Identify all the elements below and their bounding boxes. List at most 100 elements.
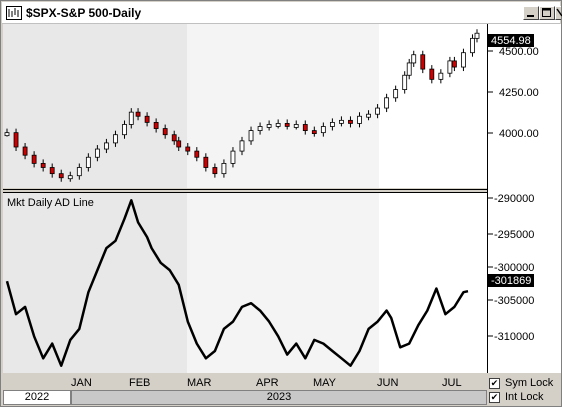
candle-body — [393, 89, 399, 99]
candle-body — [452, 60, 457, 68]
indicator-label: Mkt Daily AD Line — [7, 197, 94, 209]
month-label: APR — [256, 377, 279, 389]
candle-body — [470, 37, 475, 54]
upper-y-tick-label: 4500.00 — [499, 46, 539, 58]
candle-body — [239, 140, 245, 152]
candle-body — [366, 113, 371, 118]
candle-body — [438, 72, 444, 80]
close-button[interactable] — [555, 6, 562, 20]
candle-body — [429, 68, 435, 80]
candle-body — [40, 162, 46, 168]
candle-body — [76, 167, 82, 177]
candle-body — [4, 132, 10, 137]
title-bar: $SPX-S&P 500-Daily — [2, 2, 562, 24]
ad-line-path — [5, 199, 469, 367]
candle-body — [384, 97, 390, 109]
candle-body — [311, 130, 317, 135]
candle-body — [266, 124, 272, 128]
x-axis: JAN FEB MAR APR MAY JUN JUL — [71, 377, 462, 389]
maximize-button[interactable] — [539, 6, 555, 20]
candle-body — [339, 119, 344, 124]
upper-last-value-flag — [488, 34, 534, 47]
candle-body — [230, 150, 236, 164]
candle-body — [275, 123, 281, 127]
close-icon — [556, 8, 562, 17]
month-label: JUL — [442, 377, 462, 389]
int-lock-checkbox[interactable]: ✔ Int Lock — [489, 391, 559, 405]
year-label-2023: 2023 — [71, 390, 487, 405]
candle-body — [176, 140, 182, 148]
candle-body — [153, 122, 159, 129]
int-lock-label: Int Lock — [505, 391, 544, 403]
lower-y-tick-label: -300000 — [494, 262, 534, 274]
candle-body — [113, 134, 118, 144]
spx-candles — [4, 29, 480, 182]
window-title: $SPX-S&P 500-Daily — [26, 6, 142, 20]
lower-last-value-flag — [488, 274, 534, 287]
candle-body — [144, 115, 150, 123]
lower-y-tick-label: -305000 — [494, 295, 534, 307]
lower-last-value-label: -301869 — [491, 275, 531, 287]
sym-lock-checkbox[interactable]: ✔ Sym Lock — [489, 377, 559, 391]
month-label: MAR — [187, 377, 212, 389]
candle-body — [122, 124, 127, 136]
candle-body — [13, 132, 19, 148]
candle-body — [185, 146, 191, 152]
candle-body — [22, 146, 28, 156]
lower-y-axis: -290000 -295000 -300000 -305000 -310000 — [487, 193, 534, 343]
candle-body — [284, 123, 290, 127]
candle-body — [320, 126, 326, 134]
candle-body — [49, 167, 55, 175]
candle-body — [474, 32, 480, 39]
candle-body — [357, 115, 362, 124]
candle-body — [257, 126, 263, 131]
y-axis-gutter[interactable] — [488, 24, 561, 373]
candle-body — [329, 122, 335, 127]
candle-body — [58, 173, 64, 179]
candle-body — [135, 111, 141, 117]
upper-y-tick-label: 4000.00 — [499, 128, 539, 140]
candle-body — [248, 130, 254, 142]
candle-body — [85, 156, 91, 168]
upper-shade-q2 — [187, 24, 379, 188]
sym-lock-label: Sym Lock — [505, 377, 554, 389]
candle-body — [67, 175, 73, 180]
month-label: FEB — [129, 377, 150, 389]
minimize-icon — [527, 15, 534, 17]
minimize-button[interactable] — [523, 6, 539, 20]
month-label: JUN — [377, 377, 398, 389]
maximize-icon — [542, 8, 551, 17]
lower-shade-q1 — [3, 193, 187, 373]
candle-body — [203, 156, 209, 168]
upper-shade-q3 — [379, 24, 487, 188]
ad-line-series — [5, 199, 469, 367]
upper-y-tick-label: 4250.00 — [499, 87, 539, 99]
month-label: JAN — [71, 377, 92, 389]
candle-body — [461, 52, 466, 68]
month-label: MAY — [313, 377, 337, 389]
candle-body — [212, 167, 218, 175]
candle-body — [128, 111, 134, 125]
lower-y-tick-label: -310000 — [494, 331, 534, 343]
candle-body — [94, 148, 100, 158]
candle-body — [162, 128, 168, 136]
candle-body — [406, 62, 412, 76]
candle-body — [194, 150, 200, 158]
upper-last-value-label: 4554.98 — [491, 35, 531, 47]
candle-body — [447, 60, 453, 74]
candle-body — [402, 74, 408, 91]
upper-y-axis: 4500.00 4250.00 4000.00 — [487, 46, 539, 140]
upper-shade-q1 — [3, 24, 187, 188]
candle-body — [420, 54, 426, 70]
check-icon: ✔ — [489, 392, 500, 403]
candle-body — [104, 142, 109, 150]
candle-body — [293, 124, 299, 128]
year-label-2022: 2022 — [3, 390, 71, 405]
candle-body — [411, 54, 417, 64]
lower-y-tick-label: -290000 — [494, 193, 534, 205]
lower-y-tick-label: -295000 — [494, 229, 534, 241]
candle-body — [348, 119, 353, 124]
candle-body — [221, 162, 227, 175]
